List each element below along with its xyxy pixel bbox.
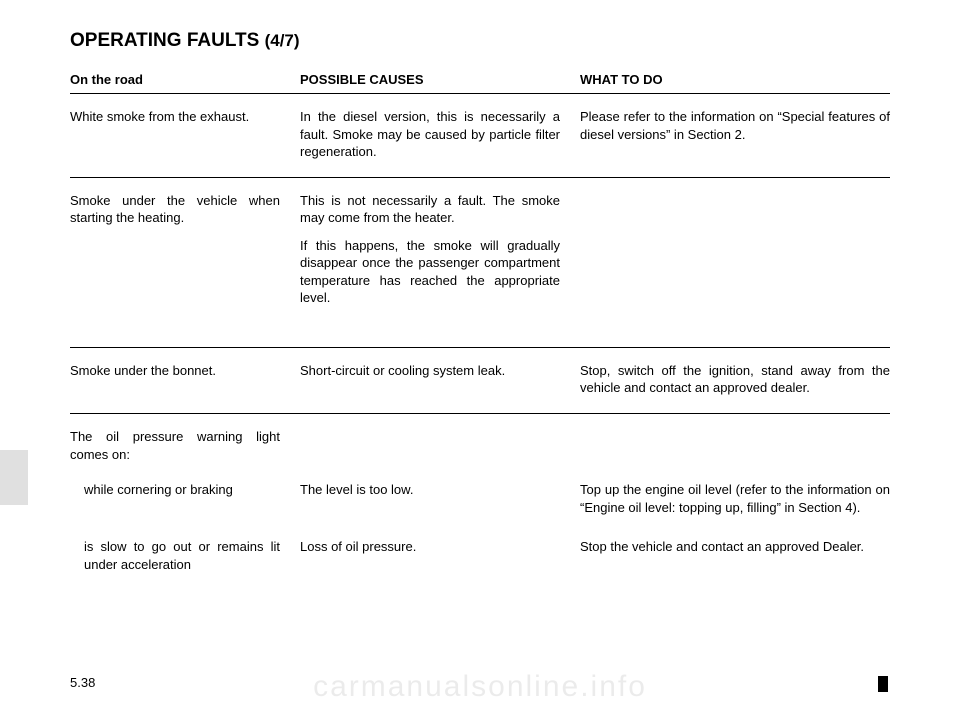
title-main: OPERATING FAULTS (70, 30, 265, 51)
corner-mark-icon (878, 676, 888, 692)
cause-para1: This is not necessarily a fault. The smo… (300, 192, 560, 227)
row-cause: In the diesel version, this is necessari… (300, 108, 580, 161)
sub-cause: Loss of oil pressure. (300, 538, 580, 573)
page-title: OPERATING FAULTS (4/7) (70, 30, 890, 52)
row-action: Stop, switch off the ignition, stand awa… (580, 362, 890, 397)
table-sub-row: while cornering or braking The level is … (70, 481, 890, 516)
sub-action: Stop the vehicle and contact an approved… (580, 538, 890, 573)
table-sub-row: is slow to go out or remains lit under a… (70, 538, 890, 573)
table-row: Smoke under the bonnet. Short-circuit or… (70, 362, 890, 414)
sub-action: Top up the engine oil level (refer to th… (580, 481, 890, 516)
cause-para2: If this happens, the smoke will graduall… (300, 237, 560, 307)
sub-symptom: is slow to go out or remains lit under a… (70, 538, 300, 573)
empty-cell (300, 428, 580, 463)
table-row: Smoke under the vehicle when starting th… (70, 192, 890, 348)
row-cause: Short-circuit or cooling system leak. (300, 362, 580, 397)
header-col3: WHAT TO DO (580, 72, 890, 87)
sub-symptom: while cornering or braking (70, 481, 300, 516)
row-symptom: White smoke from the exhaust. (70, 108, 300, 161)
sub-cause: The level is too low. (300, 481, 580, 516)
table-row: White smoke from the exhaust. In the die… (70, 108, 890, 178)
page-content: OPERATING FAULTS (4/7) On the road POSSI… (0, 0, 960, 710)
row-action: Please refer to the information on “Spec… (580, 108, 890, 161)
title-sub: (4/7) (265, 31, 300, 50)
row-symptom: Smoke under the bonnet. (70, 362, 300, 397)
row-symptom: Smoke under the vehicle when starting th… (70, 192, 300, 307)
table-row: The oil pressure warning light comes on:… (70, 428, 890, 589)
page-number: 5.38 (70, 675, 95, 690)
table-header: On the road POSSIBLE CAUSES WHAT TO DO (70, 72, 890, 94)
header-col2: POSSIBLE CAUSES (300, 72, 580, 87)
row-cause: This is not necessarily a fault. The smo… (300, 192, 580, 307)
header-col1: On the road (70, 72, 300, 87)
row-action (580, 192, 890, 307)
oil-header: The oil pressure warning light comes on: (70, 428, 300, 463)
empty-cell (580, 428, 890, 463)
